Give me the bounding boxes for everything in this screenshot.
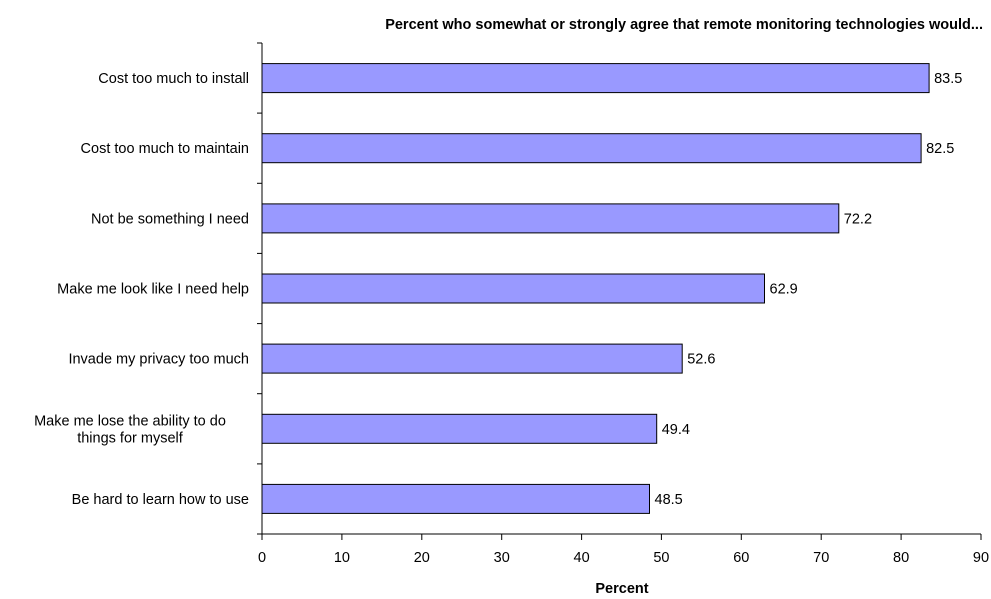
axes-layer: 0 10 20 30 40 50 60 70 80 90 [257,42,989,566]
bars-layer [261,63,930,514]
category-label: Cost too much to install [98,71,249,87]
chart-title: Percent who somewhat or strongly agree t… [385,17,983,33]
x-tick-label: 80 [893,550,909,566]
data-label: 83.5 [934,71,962,87]
category-label: Invade my privacy too much [68,352,249,368]
bar [261,413,658,444]
x-tick-label: 60 [733,550,749,566]
x-tick-label: 20 [414,550,430,566]
category-label-line: Make me lose the ability to do [34,413,226,429]
x-tick-label: 90 [973,550,989,566]
category-label-line: things for myself [77,430,184,446]
category-label: Be hard to learn how to use [72,492,249,508]
bar [261,343,683,374]
bar [261,63,930,94]
x-tick-label: 40 [574,550,590,566]
data-label: 52.6 [687,352,715,368]
data-label: 82.5 [926,141,954,157]
x-tick-label: 10 [334,550,350,566]
category-label: Cost too much to maintain [81,141,249,157]
x-axis-title: Percent [595,581,648,597]
data-label: 48.5 [655,492,683,508]
x-tick-label: 50 [653,550,669,566]
data-label: 72.2 [844,211,872,227]
x-tick-label: 0 [258,550,266,566]
bar [261,133,922,164]
data-labels-layer: 83.5 82.5 72.2 62.9 52.6 49.4 48.5 [655,71,963,508]
data-label: 62.9 [770,282,798,298]
bar [261,483,650,514]
x-tick-label: 30 [494,550,510,566]
category-labels-layer: Cost too much to install Cost too much to… [34,71,249,508]
category-label: Make me lose the ability to do things for… [34,413,226,446]
bar [261,203,840,234]
category-label: Not be something I need [91,211,249,227]
x-tick-label: 70 [813,550,829,566]
bar [261,273,765,304]
category-label: Make me look like I need help [57,282,249,298]
data-label: 49.4 [662,422,690,438]
